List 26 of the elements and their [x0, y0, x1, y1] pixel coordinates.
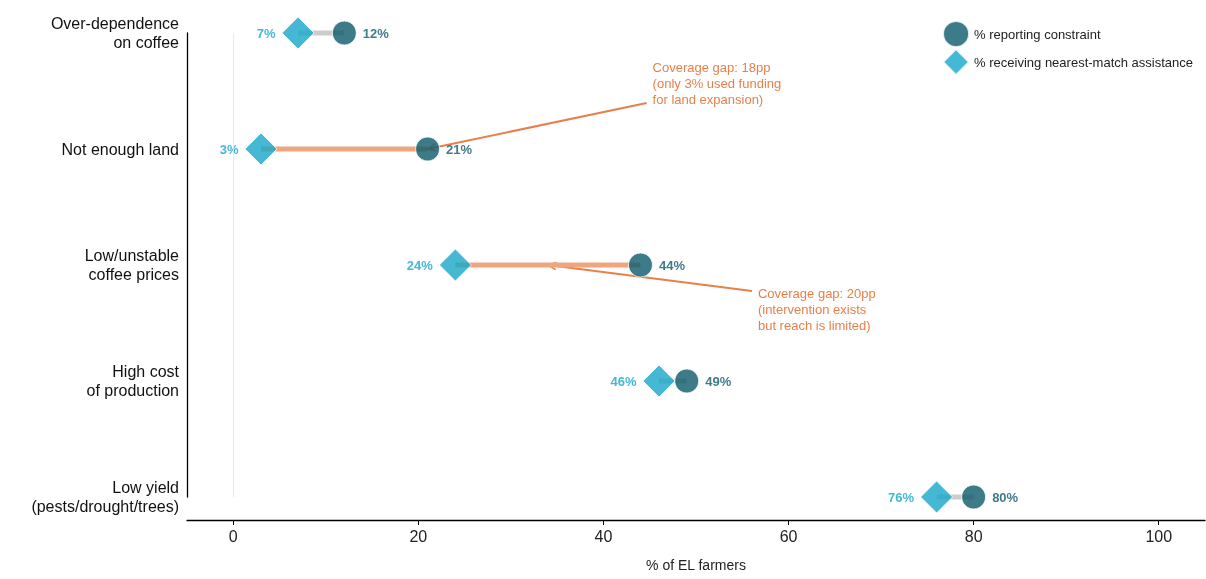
- x-tick-label: 60: [779, 527, 798, 545]
- data-label: 76%: [888, 489, 915, 505]
- y-tick-label: Low/unstable coffee prices: [84, 247, 180, 283]
- y-tick-label: Over-dependence on coffee: [50, 15, 180, 51]
- legend-label: % reporting constraint: [974, 26, 1101, 42]
- data-label: 49%: [705, 373, 732, 389]
- y-tick-label: Not enough land: [61, 140, 179, 158]
- annotation: Coverage gap: 18pp (only 3% used funding for land expansion): [652, 59, 782, 107]
- x-axis-title: % of EL farmers: [646, 557, 746, 573]
- data-label: 80%: [992, 489, 1019, 505]
- x-tick-label: 20: [409, 527, 428, 545]
- x-tick-label: 80: [964, 527, 983, 545]
- x-tick-label: 40: [594, 527, 613, 545]
- data-label: 12%: [362, 25, 390, 41]
- data-label: 7%: [256, 25, 276, 41]
- x-tick-label: 0: [228, 527, 238, 545]
- legend-label: % receiving nearest-match assistance: [974, 54, 1194, 70]
- y-tick-label: Low yield (pests/drought/trees): [31, 479, 179, 515]
- y-tick-label: High cost of production: [86, 363, 180, 399]
- data-label: 21%: [446, 141, 473, 157]
- data-label: 3%: [219, 141, 239, 157]
- data-label: 46%: [610, 373, 637, 389]
- data-label: 44%: [658, 257, 686, 273]
- x-tick-label: 100: [1145, 527, 1173, 545]
- annotation: Coverage gap: 20pp (intervention exists but reach is limited): [757, 285, 876, 333]
- data-label: 24%: [406, 257, 434, 273]
